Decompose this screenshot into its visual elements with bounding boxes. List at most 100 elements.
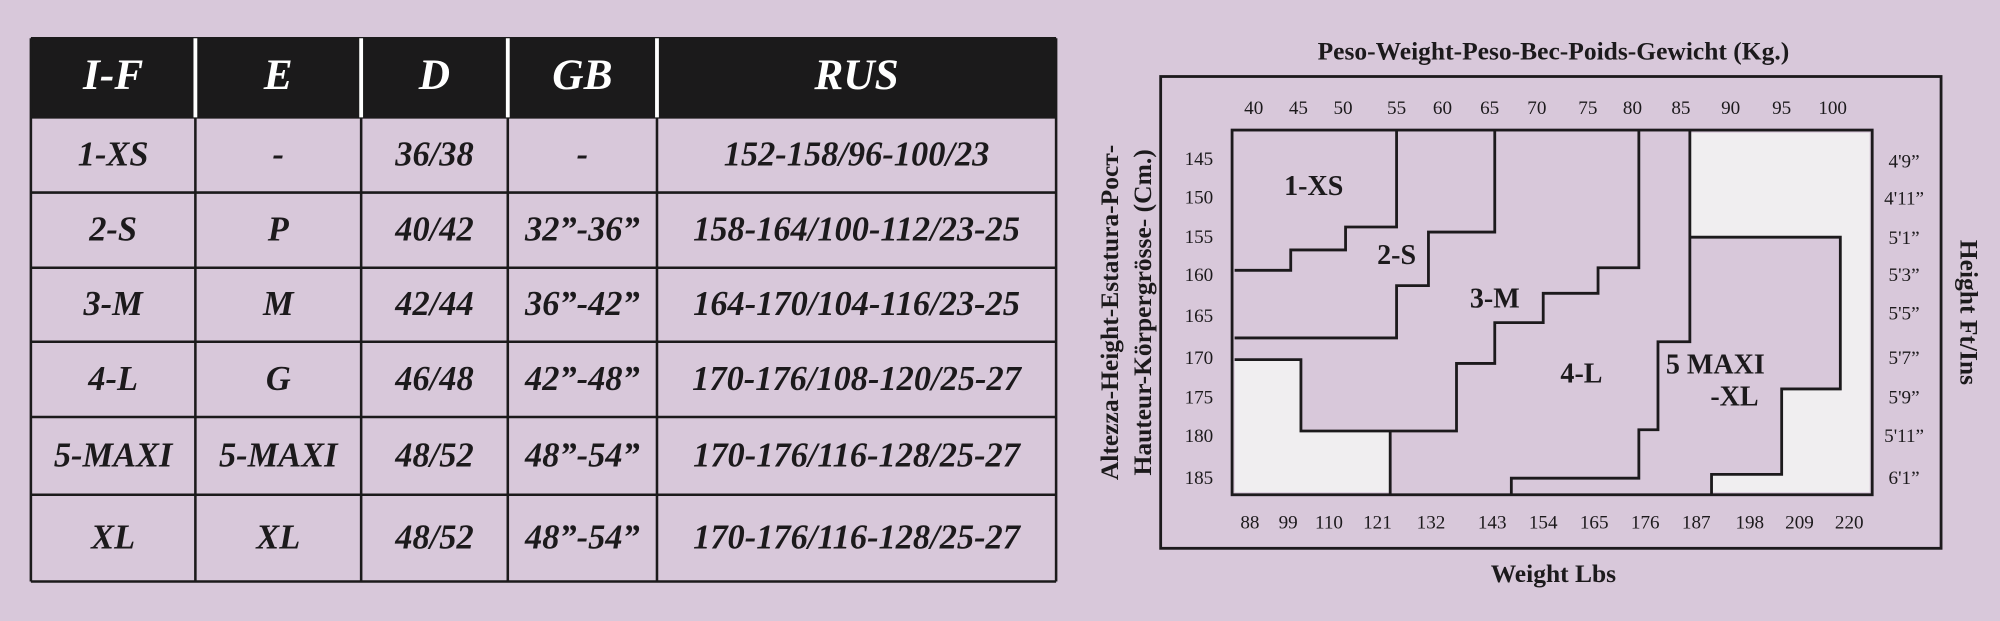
boundary: [1234, 130, 1497, 340]
table-cell: 48/52: [394, 436, 473, 474]
table-cell: P: [267, 211, 290, 249]
weight-lbs-label: 99: [1279, 512, 1298, 533]
table-cell: 48/52: [394, 519, 473, 557]
table-cell: 5-MAXI: [219, 436, 339, 474]
height-cm-label: 160: [1185, 265, 1214, 286]
weight-lbs-label: 187: [1682, 512, 1711, 533]
region-label: -XL: [1710, 382, 1758, 413]
table-cell: G: [266, 360, 291, 398]
column-header: GB: [552, 51, 612, 99]
table-cell: 1-XS: [78, 135, 149, 173]
weight-lbs-label: 220: [1835, 512, 1864, 533]
weight-lbs-label: 209: [1785, 512, 1814, 533]
region-label: 4-L: [1560, 359, 1602, 390]
column-header: I-F: [82, 51, 143, 99]
height-cm-label: 170: [1185, 348, 1214, 369]
table-cell: -: [577, 135, 588, 173]
height-cm-label: 175: [1185, 388, 1214, 409]
weight-lbs-label: 165: [1580, 512, 1609, 533]
height-ft-label: 5'3”: [1889, 265, 1920, 286]
weight-lbs-label: 110: [1315, 512, 1343, 533]
table-cell: 2-S: [88, 211, 137, 249]
table-cell: 32”-36”: [524, 211, 640, 249]
weight-kg-label: 40: [1244, 98, 1263, 119]
size-table: I-F E D GB RUS 1-XS - 36/38 - 152-158/96-100/23 2-…: [29, 36, 1058, 583]
table-cell: 4-L: [87, 360, 138, 398]
weight-kg-label: 60: [1433, 98, 1452, 119]
table-cell: 42”-48”: [524, 360, 640, 398]
height-cm-label: 185: [1185, 468, 1214, 489]
height-cm-label: 165: [1185, 306, 1214, 327]
column-header: RUS: [813, 51, 898, 99]
column-header: D: [418, 51, 450, 99]
table-cell: 5-MAXI: [54, 436, 174, 474]
axis-title: Height Ft/Ins: [1955, 240, 1984, 385]
weight-kg-label: 100: [1818, 98, 1847, 119]
table-cell: 48”-54”: [524, 519, 640, 557]
table-cell: -: [273, 135, 284, 173]
table-cell: 36”-42”: [524, 285, 640, 323]
axis-title: Altezza-Height-Estatura-Pocт-: [1095, 145, 1124, 480]
weight-kg-label: 50: [1333, 98, 1352, 119]
height-cm-label: 150: [1185, 187, 1214, 208]
table-cell: 158-164/100-112/23-25: [693, 211, 1020, 249]
region-label: 2-S: [1377, 240, 1416, 271]
height-ft-label: 4'9”: [1889, 152, 1920, 173]
weight-lbs-label: 176: [1631, 512, 1660, 533]
boundary: [1234, 130, 1641, 433]
height-ft-label: 5'11”: [1884, 426, 1924, 447]
boundary: [1509, 130, 1692, 495]
weight-lbs-label: 143: [1478, 512, 1507, 533]
table-cell: M: [262, 285, 295, 323]
table-cell: 170-176/108-120/25-27: [692, 360, 1023, 398]
weight-kg-label: 80: [1623, 98, 1642, 119]
axis-title: Weight Lbs: [1491, 559, 1616, 588]
height-ft-label: 4'11”: [1884, 189, 1924, 210]
height-ft-label: 5'1”: [1889, 228, 1920, 249]
boundary: [1234, 130, 1398, 272]
shaded-area: [1689, 132, 1870, 493]
height-ft-label: 6'1”: [1889, 468, 1920, 489]
table-cell: 164-170/104-116/23-25: [693, 285, 1020, 323]
weight-kg-label: 45: [1289, 98, 1308, 119]
height-cm-label: 155: [1185, 227, 1214, 248]
table-cell: 170-176/116-128/25-27: [693, 519, 1022, 557]
weight-lbs-label: 198: [1735, 512, 1764, 533]
weight-kg-label: 70: [1527, 98, 1546, 119]
height-ft-label: 5'7”: [1889, 348, 1920, 369]
table-cell: 152-158/96-100/23: [724, 135, 990, 173]
axis-title: Peso-Weight-Peso-Bec-Poids-Gewicht (Kg.): [1318, 36, 1790, 65]
height-cm-label: 180: [1185, 426, 1214, 447]
region-label: 3-M: [1470, 283, 1520, 314]
plot-frame: [1230, 128, 1874, 497]
weight-kg-label: 90: [1721, 98, 1740, 119]
weight-kg-label: 65: [1480, 98, 1499, 119]
table-cell: 48”-54”: [524, 436, 640, 474]
weight-lbs-label: 154: [1529, 512, 1558, 533]
table-cell: 42/44: [394, 285, 473, 323]
height-ft-label: 5'9”: [1889, 388, 1920, 409]
table-cell: 3-M: [82, 285, 144, 323]
axis-title: Hauteur-Körpergrösse- (Cm.): [1128, 149, 1157, 475]
weight-lbs-label: 88: [1240, 512, 1259, 533]
table-cell: 170-176/116-128/25-27: [693, 436, 1022, 474]
header-band: [30, 38, 1057, 118]
region-label: 5 MAXI: [1666, 350, 1765, 381]
column-header: E: [263, 51, 293, 99]
table-cell: 40/42: [394, 211, 473, 249]
table-cell: XL: [255, 519, 300, 557]
weight-lbs-label: 132: [1417, 512, 1446, 533]
table-cell: XL: [90, 519, 135, 557]
outer-frame: [1159, 75, 1943, 550]
table-cell: 46/48: [394, 360, 473, 398]
height-ft-label: 5'5”: [1889, 303, 1920, 324]
weight-kg-label: 95: [1772, 98, 1791, 119]
region-label: 1-XS: [1284, 171, 1343, 202]
shaded-area: [1234, 359, 1391, 493]
boundary: [1689, 235, 1842, 495]
table-cell: 36/38: [394, 135, 473, 173]
weight-kg-label: 55: [1387, 98, 1406, 119]
size-diagram: Peso-Weight-Peso-Bec-Poids-Gewicht (Kg.)…: [1095, 36, 1984, 588]
